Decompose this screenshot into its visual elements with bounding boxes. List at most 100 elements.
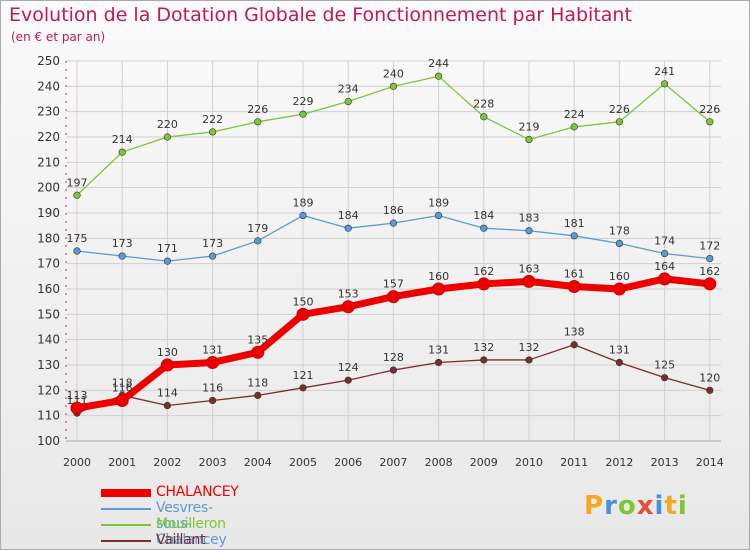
data-point [612,282,626,296]
data-point [118,148,126,156]
y-tick-label: 220 [37,130,60,144]
y-tick-label: 240 [37,79,60,93]
x-tick-label: 2001 [108,456,136,469]
legend-swatch [101,508,151,510]
data-label: 153 [338,288,359,301]
legend-label: Vesvres-sous-Chalancey [156,500,227,548]
data-point [706,255,714,263]
logo-letter: i [654,491,665,521]
y-tick-label: 190 [37,206,60,220]
x-tick-label: 2003 [199,456,227,469]
data-point [522,274,536,288]
data-point [251,345,265,359]
data-point [299,211,307,220]
data-point [386,290,400,304]
data-point [435,72,443,80]
data-point [615,239,624,247]
data-label: 183 [519,212,540,225]
y-tick-label: 100 [37,434,60,448]
data-point [209,252,217,260]
proxiti-logo: Proxiti [584,491,688,521]
data-label: 174 [654,235,675,248]
logo-letter: o [617,491,637,521]
y-tick-label: 110 [37,409,60,423]
data-point [435,358,443,367]
x-tick-label: 2006 [334,456,362,469]
data-label: 226 [699,103,720,116]
data-point [209,128,217,136]
data-label: 224 [564,108,585,121]
data-point [432,282,446,296]
data-label: 164 [654,260,675,273]
y-tick-label: 160 [37,282,60,296]
x-tick-label: 2005 [289,456,317,469]
x-tick-label: 2004 [244,456,272,469]
data-label: 197 [67,176,88,189]
data-label: 226 [609,103,630,116]
data-label: 178 [609,224,630,237]
data-label: 132 [473,341,494,354]
data-label: 240 [383,67,404,80]
data-label: 179 [247,222,268,235]
data-label: 160 [428,270,449,283]
legend-swatch [101,540,151,542]
data-point [344,376,352,384]
logo-letter: i [677,491,688,521]
data-label: 130 [157,346,178,359]
data-point [163,133,171,141]
data-point [254,391,262,400]
data-point [341,300,355,314]
data-label: 234 [338,83,359,96]
data-label: 226 [247,103,268,116]
data-label: 173 [202,237,223,250]
y-tick-label: 210 [37,155,60,169]
data-label: 184 [338,209,359,222]
data-label: 189 [428,197,449,210]
data-label: 162 [699,265,720,278]
data-point [344,224,352,232]
data-label: 131 [428,343,449,356]
x-tick-label: 2002 [153,456,181,469]
x-tick-label: 2008 [425,456,453,469]
y-tick-label: 140 [37,333,60,347]
data-point [525,227,533,235]
data-point [299,110,307,118]
x-tick-label: 2000 [63,456,91,469]
data-point [209,396,217,405]
data-label: 175 [67,232,88,245]
data-point [480,356,488,364]
data-point [567,279,581,293]
data-point [615,118,624,126]
data-point [615,358,624,367]
logo-letter: P [584,491,605,521]
data-label: 161 [564,267,585,280]
data-point [703,277,717,291]
data-label: 228 [473,98,494,111]
y-tick-label: 120 [37,383,60,397]
data-point [254,118,262,126]
data-label: 124 [338,361,359,374]
logo-letter: r [604,491,618,521]
legend-label: Mouilleron [156,516,226,532]
data-point [435,211,443,220]
data-point [389,366,398,374]
data-point [525,135,533,144]
data-label: 241 [654,65,675,78]
data-label: 160 [609,270,630,283]
data-point [296,307,310,321]
data-point [73,191,81,199]
data-label: 121 [293,369,314,382]
data-label: 184 [473,209,494,222]
data-label: 138 [564,326,585,339]
x-tick-label: 2007 [379,456,407,469]
data-label: 125 [654,359,675,372]
data-label: 118 [112,376,133,389]
data-point [570,123,578,131]
data-label: 219 [519,121,540,134]
data-label: 131 [202,343,223,356]
data-point [73,247,81,255]
data-point [206,355,220,369]
y-tick-label: 200 [37,181,60,195]
data-point [160,358,174,372]
